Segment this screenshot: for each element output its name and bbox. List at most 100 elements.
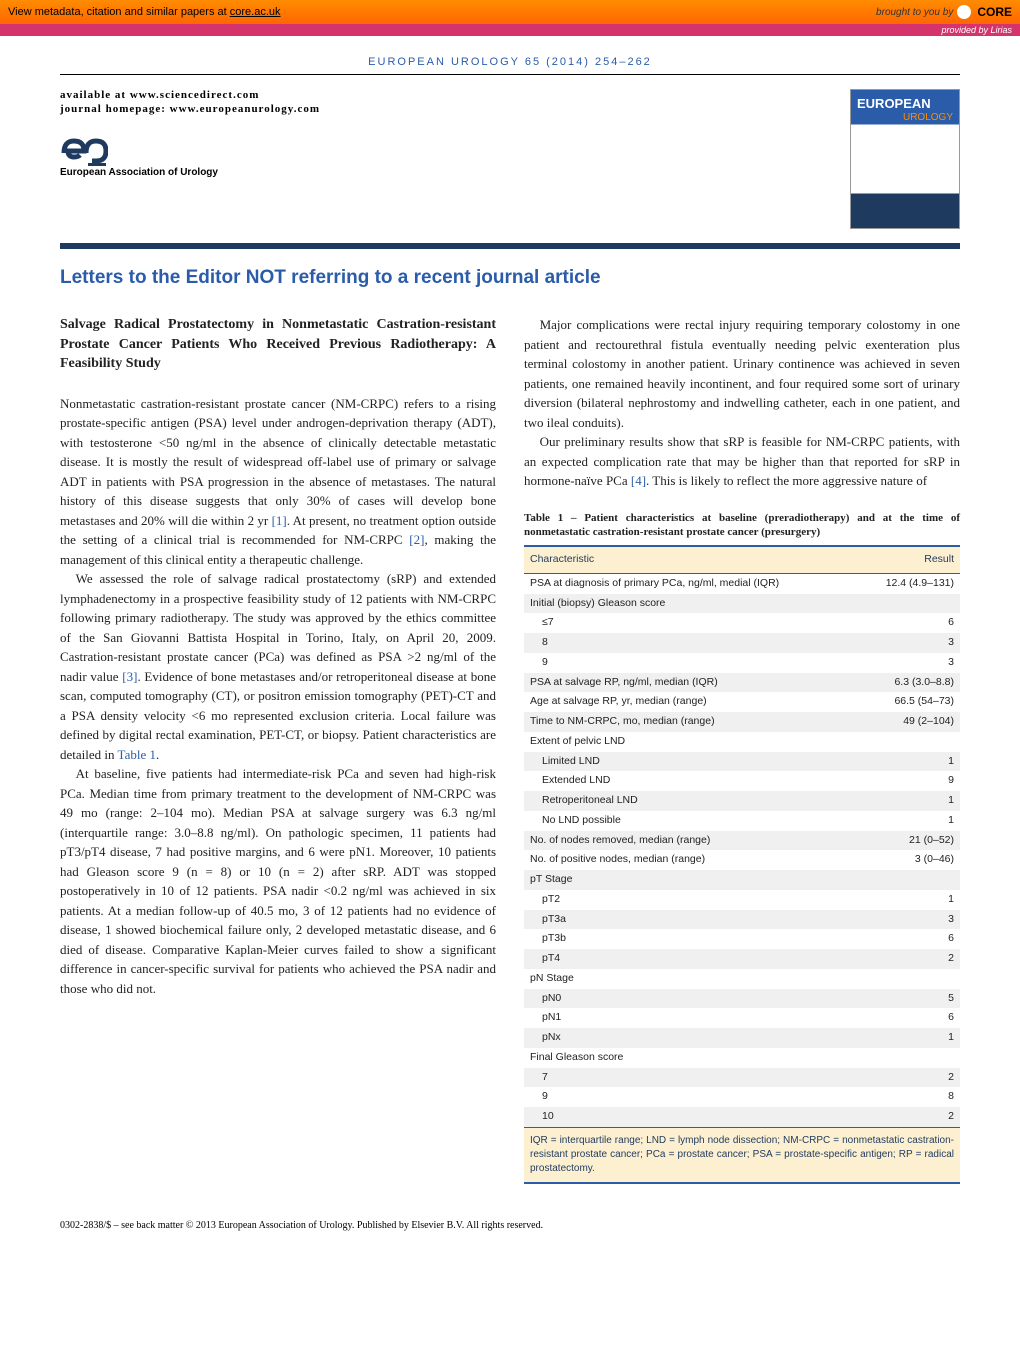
table-body: PSA at diagnosis of primary PCa, ng/ml, … bbox=[524, 573, 960, 1127]
p2a: We assessed the role of salvage radical … bbox=[60, 571, 496, 684]
cell-characteristic: Time to NM-CRPC, mo, median (range) bbox=[524, 712, 857, 732]
cell-result: 3 (0–46) bbox=[857, 850, 960, 870]
paragraph-1: Nonmetastatic castration-resistant prost… bbox=[60, 394, 496, 570]
cell-result: 5 bbox=[857, 989, 960, 1009]
paragraph-2: We assessed the role of salvage radical … bbox=[60, 569, 496, 764]
cover-subtitle: UROLOGY bbox=[903, 112, 953, 123]
core-link[interactable]: core.ac.uk bbox=[230, 6, 281, 18]
cell-characteristic: pT Stage bbox=[524, 870, 857, 890]
cell-result: 3 bbox=[857, 653, 960, 673]
homepage-text: journal homepage: www.europeanurology.co… bbox=[60, 103, 850, 115]
cell-result: 3 bbox=[857, 910, 960, 930]
ref-4[interactable]: [4] bbox=[631, 473, 646, 488]
cell-characteristic: Limited LND bbox=[524, 752, 857, 772]
cell-characteristic: Age at salvage RP, yr, median (range) bbox=[524, 692, 857, 712]
left-column: Salvage Radical Prostatectomy in Nonmeta… bbox=[60, 315, 496, 1184]
table-row: pT42 bbox=[524, 949, 960, 969]
cell-result bbox=[857, 1048, 960, 1068]
cell-result: 66.5 (54–73) bbox=[857, 692, 960, 712]
eau-org-text: European Association of Urology bbox=[60, 167, 850, 178]
cover-title: EUROPEAN bbox=[857, 96, 953, 111]
cell-result: 3 bbox=[857, 633, 960, 653]
eau-logo bbox=[60, 133, 850, 167]
cell-result bbox=[857, 732, 960, 752]
cell-characteristic: PSA at salvage RP, ng/ml, median (IQR) bbox=[524, 673, 857, 693]
core-right: brought to you by CORE bbox=[876, 5, 1012, 19]
cell-result: 6.3 (3.0–8.8) bbox=[857, 673, 960, 693]
core-left-text: View metadata, citation and similar pape… bbox=[8, 6, 281, 18]
cell-result bbox=[857, 969, 960, 989]
table-row: 83 bbox=[524, 633, 960, 653]
core-banner: View metadata, citation and similar pape… bbox=[0, 0, 1020, 24]
cell-characteristic: pN1 bbox=[524, 1008, 857, 1028]
thick-rule bbox=[60, 243, 960, 249]
cell-characteristic: pNx bbox=[524, 1028, 857, 1048]
table-row: pT Stage bbox=[524, 870, 960, 890]
ref-3[interactable]: [3] bbox=[122, 669, 137, 684]
cell-characteristic: pN Stage bbox=[524, 969, 857, 989]
cell-characteristic: Retroperitoneal LND bbox=[524, 791, 857, 811]
cell-characteristic: pT4 bbox=[524, 949, 857, 969]
masthead: available at www.sciencedirect.com journ… bbox=[60, 89, 960, 229]
cell-result: 6 bbox=[857, 613, 960, 633]
cell-result: 1 bbox=[857, 791, 960, 811]
table-row: 102 bbox=[524, 1107, 960, 1127]
cell-result: 1 bbox=[857, 811, 960, 831]
p1a: Nonmetastatic castration-resistant prost… bbox=[60, 396, 496, 528]
cell-characteristic: pT3a bbox=[524, 910, 857, 930]
cell-characteristic: pN0 bbox=[524, 989, 857, 1009]
table-row: PSA at diagnosis of primary PCa, ng/ml, … bbox=[524, 573, 960, 593]
core-logo-icon bbox=[957, 5, 971, 19]
cell-characteristic: PSA at diagnosis of primary PCa, ng/ml, … bbox=[524, 573, 857, 593]
cell-characteristic: No. of positive nodes, median (range) bbox=[524, 850, 857, 870]
cell-result: 2 bbox=[857, 949, 960, 969]
journal-reference: EUROPEAN UROLOGY 65 (2014) 254–262 bbox=[60, 56, 960, 68]
available-text: available at www.sciencedirect.com bbox=[60, 89, 850, 101]
cell-characteristic: 9 bbox=[524, 653, 857, 673]
cell-characteristic: 10 bbox=[524, 1107, 857, 1127]
two-column-layout: Salvage Radical Prostatectomy in Nonmeta… bbox=[60, 315, 960, 1184]
th-result: Result bbox=[857, 546, 960, 573]
table-row: pN05 bbox=[524, 989, 960, 1009]
masthead-left: available at www.sciencedirect.com journ… bbox=[60, 89, 850, 178]
cell-result: 9 bbox=[857, 771, 960, 791]
cell-characteristic: 9 bbox=[524, 1087, 857, 1107]
cell-result: 8 bbox=[857, 1087, 960, 1107]
cell-characteristic: No. of nodes removed, median (range) bbox=[524, 831, 857, 851]
cell-result: 2 bbox=[857, 1107, 960, 1127]
p5b: . This is likely to reflect the more agg… bbox=[646, 473, 927, 488]
header-rule bbox=[60, 74, 960, 75]
cell-characteristic: ≤7 bbox=[524, 613, 857, 633]
cell-characteristic: pT2 bbox=[524, 890, 857, 910]
table-row: PSA at salvage RP, ng/ml, median (IQR)6.… bbox=[524, 673, 960, 693]
core-logo-text: CORE bbox=[977, 5, 1012, 19]
cell-result: 1 bbox=[857, 752, 960, 772]
table-row: Age at salvage RP, yr, median (range)66.… bbox=[524, 692, 960, 712]
cell-result: 1 bbox=[857, 890, 960, 910]
table-row: Extended LND9 bbox=[524, 771, 960, 791]
table-row: No LND possible1 bbox=[524, 811, 960, 831]
cell-characteristic: 8 bbox=[524, 633, 857, 653]
cell-characteristic: Final Gleason score bbox=[524, 1048, 857, 1068]
page-footer: 0302-2838/$ – see back matter © 2013 Eur… bbox=[60, 1214, 960, 1231]
ref-1[interactable]: [1] bbox=[272, 513, 287, 528]
th-characteristic: Characteristic bbox=[524, 546, 857, 573]
table-row: Time to NM-CRPC, mo, median (range)49 (2… bbox=[524, 712, 960, 732]
cell-characteristic: No LND possible bbox=[524, 811, 857, 831]
cell-result: 49 (2–104) bbox=[857, 712, 960, 732]
table-row: Limited LND1 bbox=[524, 752, 960, 772]
cell-result: 21 (0–52) bbox=[857, 831, 960, 851]
eau-logo-icon bbox=[60, 133, 108, 167]
table-row: 98 bbox=[524, 1087, 960, 1107]
table-1: Characteristic Result PSA at diagnosis o… bbox=[524, 545, 960, 1127]
cell-result bbox=[857, 870, 960, 890]
journal-cover-thumbnail: EUROPEAN UROLOGY bbox=[850, 89, 960, 229]
paragraph-4: Major complications were rectal injury r… bbox=[524, 315, 960, 432]
cell-result bbox=[857, 594, 960, 614]
cell-characteristic: Extended LND bbox=[524, 771, 857, 791]
table-ref[interactable]: Table 1 bbox=[118, 747, 156, 762]
cell-result: 6 bbox=[857, 1008, 960, 1028]
cell-result: 12.4 (4.9–131) bbox=[857, 573, 960, 593]
ref-2[interactable]: [2] bbox=[409, 532, 424, 547]
table-caption: Table 1 – Patient characteristics at bas… bbox=[524, 511, 960, 540]
